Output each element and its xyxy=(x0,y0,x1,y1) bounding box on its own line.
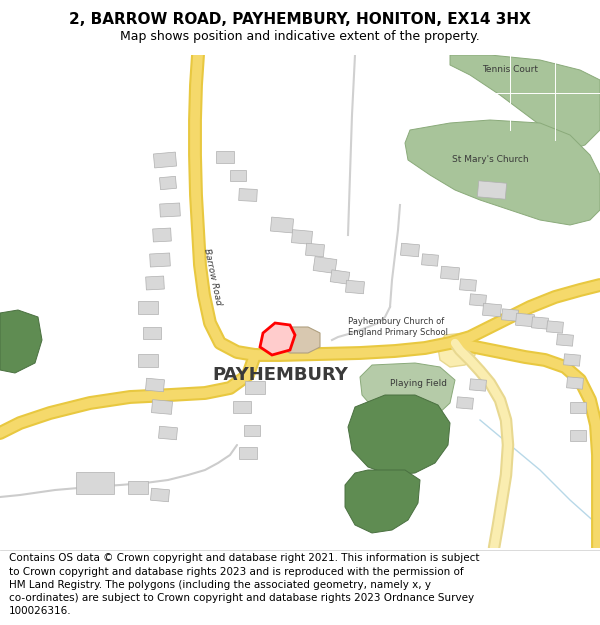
Bar xyxy=(138,301,158,314)
Bar xyxy=(566,377,583,389)
Text: Payhembury Church of
England Primary School: Payhembury Church of England Primary Sch… xyxy=(348,318,448,337)
Bar xyxy=(422,254,439,266)
Bar xyxy=(470,294,487,306)
Polygon shape xyxy=(348,395,450,475)
Bar xyxy=(146,378,164,392)
Bar xyxy=(146,276,164,290)
Bar xyxy=(330,270,350,284)
Bar xyxy=(158,426,178,440)
Bar xyxy=(460,279,476,291)
Polygon shape xyxy=(450,55,600,150)
Bar xyxy=(305,243,325,257)
Bar xyxy=(557,334,574,346)
Bar xyxy=(151,488,169,502)
Text: Playing Field: Playing Field xyxy=(389,379,446,388)
Bar xyxy=(313,256,337,274)
Text: Contains OS data © Crown copyright and database right 2021. This information is : Contains OS data © Crown copyright and d… xyxy=(9,553,479,616)
Text: 2, BARROW ROAD, PAYHEMBURY, HONITON, EX14 3HX: 2, BARROW ROAD, PAYHEMBURY, HONITON, EX1… xyxy=(69,12,531,27)
Polygon shape xyxy=(260,323,295,355)
Bar xyxy=(482,303,502,317)
Bar xyxy=(160,176,176,189)
Bar xyxy=(502,309,518,321)
Bar xyxy=(149,253,170,267)
Bar xyxy=(346,280,364,294)
Polygon shape xyxy=(345,470,420,533)
Bar xyxy=(160,203,181,217)
Bar xyxy=(76,472,114,494)
Bar xyxy=(457,397,473,409)
Bar xyxy=(151,399,173,414)
Bar xyxy=(138,354,158,366)
Bar xyxy=(239,447,257,459)
Bar xyxy=(570,401,586,412)
Bar xyxy=(547,321,563,333)
Bar xyxy=(271,217,293,233)
Text: PAYHEMBURY: PAYHEMBURY xyxy=(212,366,348,384)
Bar xyxy=(216,151,234,163)
Polygon shape xyxy=(278,327,320,353)
Bar xyxy=(245,381,265,394)
Bar xyxy=(440,266,460,280)
Bar xyxy=(470,379,487,391)
Text: Map shows position and indicative extent of the property.: Map shows position and indicative extent… xyxy=(120,30,480,43)
Bar xyxy=(233,401,251,413)
Bar xyxy=(230,169,246,181)
Polygon shape xyxy=(438,333,475,367)
Bar xyxy=(401,243,419,257)
Text: Tennis Court: Tennis Court xyxy=(482,65,538,74)
Bar xyxy=(154,152,176,168)
Bar xyxy=(515,313,535,327)
Bar xyxy=(152,228,172,242)
Bar xyxy=(570,429,586,441)
Polygon shape xyxy=(0,310,42,373)
Bar xyxy=(292,229,313,244)
Bar xyxy=(478,181,506,199)
Polygon shape xyxy=(405,120,600,225)
Text: Barrow Road: Barrow Road xyxy=(202,248,223,306)
Bar xyxy=(128,481,148,494)
Bar xyxy=(239,189,257,201)
Text: St Mary's Church: St Mary's Church xyxy=(452,156,529,164)
Bar xyxy=(143,327,161,339)
Bar xyxy=(244,424,260,436)
Bar xyxy=(532,317,548,329)
Polygon shape xyxy=(360,363,455,423)
Bar xyxy=(563,354,580,366)
